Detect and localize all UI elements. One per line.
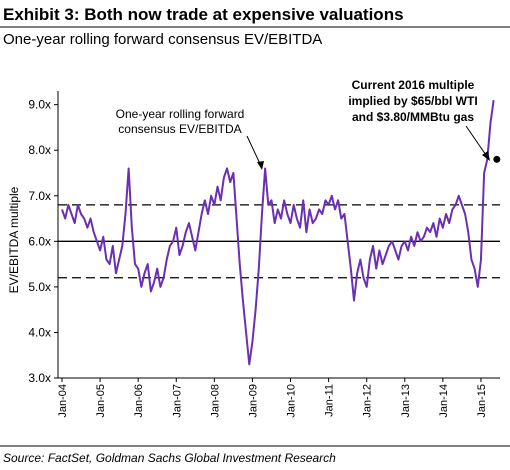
y-tick-label: 9.0x xyxy=(28,98,51,112)
x-tick-label: Jan-08 xyxy=(209,384,221,418)
x-tick-label: Jan-12 xyxy=(362,384,374,418)
annotation-arrowhead xyxy=(257,161,264,170)
annotation-text: consensus EV/EBITDA xyxy=(118,122,241,136)
y-tick-label: 6.0x xyxy=(28,234,51,248)
y-tick-label: 8.0x xyxy=(28,143,51,157)
x-tick-label: Jan-04 xyxy=(57,384,69,418)
annotation-text: One-year rolling forward xyxy=(116,107,245,121)
y-tick-label: 7.0x xyxy=(28,189,51,203)
x-tick-label: Jan-05 xyxy=(95,384,107,418)
y-tick-label: 4.0x xyxy=(28,325,51,339)
x-tick-label: Jan-07 xyxy=(171,384,183,418)
source-note: Source: FactSet, Goldman Sachs Global In… xyxy=(3,451,336,465)
annotation-arrow xyxy=(465,125,489,159)
data-line xyxy=(61,99,495,366)
x-tick-label: Jan-15 xyxy=(476,384,488,418)
y-tick-label: 5.0x xyxy=(28,280,51,294)
annotation-arrowhead xyxy=(482,151,490,161)
x-tick-label: Jan-06 xyxy=(133,384,145,418)
x-tick-label: Jan-14 xyxy=(438,384,450,418)
annotation-text: implied by $65/bbl WTI xyxy=(348,94,477,108)
annotation-text: and $3.80/MMBtu gas xyxy=(352,110,474,124)
x-tick-label: Jan-11 xyxy=(324,384,336,417)
chart-subtitle: One-year rolling forward consensus EV/EB… xyxy=(3,31,322,48)
y-axis-label: EV/EBITDA multiple xyxy=(7,186,21,293)
x-tick-label: Jan-10 xyxy=(286,384,298,418)
y-tick-label: 3.0x xyxy=(28,371,51,385)
annotation-text: Current 2016 multiple xyxy=(352,78,475,92)
chart-title: Exhibit 3: Both now trade at expensive v… xyxy=(3,5,404,24)
marker-point xyxy=(493,155,501,163)
x-tick-label: Jan-13 xyxy=(400,384,412,418)
x-tick-label: Jan-09 xyxy=(247,384,259,418)
